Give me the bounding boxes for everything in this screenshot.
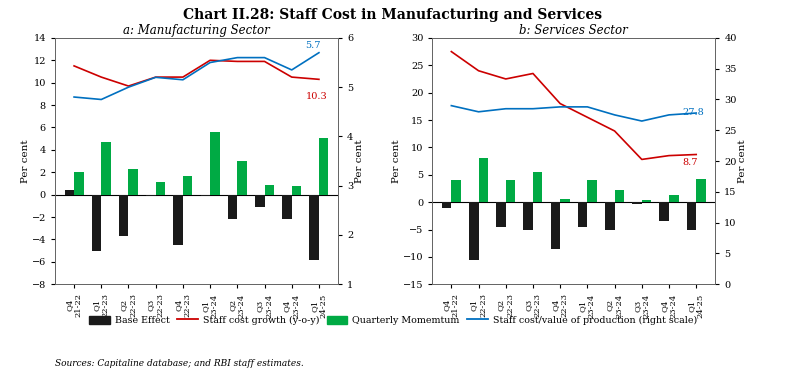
Bar	[210, 132, 219, 195]
Y-axis label: Per cent: Per cent	[392, 139, 402, 183]
Bar	[523, 202, 533, 230]
Bar	[669, 195, 678, 202]
Bar	[451, 180, 461, 202]
Title: b: Services Sector: b: Services Sector	[520, 24, 628, 37]
Bar	[587, 180, 597, 202]
Bar	[615, 190, 624, 202]
Bar	[642, 200, 652, 202]
Bar	[578, 202, 587, 227]
Legend: Base Effect, Staff cost growth (y-o-y), Quarterly Momemtum, Staff cost/value of : Base Effect, Staff cost growth (y-o-y), …	[86, 312, 700, 329]
Bar	[228, 195, 237, 219]
Bar	[605, 202, 615, 230]
Bar	[74, 172, 83, 195]
Bar	[469, 202, 479, 260]
Bar	[310, 195, 319, 260]
Bar	[101, 142, 111, 195]
Bar	[496, 202, 505, 227]
Bar	[687, 202, 696, 230]
Bar	[146, 195, 156, 196]
Text: 10.3: 10.3	[305, 92, 327, 101]
Bar	[174, 195, 183, 245]
Bar	[183, 175, 193, 195]
Bar	[128, 169, 138, 195]
Bar	[156, 182, 165, 195]
Bar	[479, 158, 488, 202]
Bar	[282, 195, 292, 219]
Bar	[64, 190, 74, 195]
Text: Sources: Capitaline database; and RBI staff estimates.: Sources: Capitaline database; and RBI st…	[55, 359, 303, 368]
Bar	[505, 180, 516, 202]
Bar	[292, 186, 301, 195]
Bar	[265, 185, 274, 195]
Bar	[237, 161, 247, 195]
Bar	[255, 195, 265, 207]
Bar	[632, 202, 642, 204]
Bar	[92, 195, 101, 251]
Bar	[551, 202, 560, 249]
Bar	[533, 172, 542, 202]
Bar	[696, 179, 706, 202]
Text: 8.7: 8.7	[682, 158, 698, 167]
Y-axis label: Per cent: Per cent	[738, 139, 747, 183]
Text: 27.8: 27.8	[682, 108, 704, 117]
Bar	[659, 202, 669, 221]
Text: Chart II.28: Staff Cost in Manufacturing and Services: Chart II.28: Staff Cost in Manufacturing…	[183, 8, 603, 22]
Y-axis label: Per cent: Per cent	[21, 139, 30, 183]
Bar	[200, 195, 210, 196]
Bar	[442, 202, 451, 208]
Title: a: Manufacturing Sector: a: Manufacturing Sector	[123, 24, 270, 37]
Bar	[119, 195, 128, 236]
Y-axis label: Per cent: Per cent	[354, 139, 364, 183]
Bar	[560, 199, 570, 202]
Bar	[319, 138, 329, 195]
Text: 5.7: 5.7	[305, 41, 321, 50]
